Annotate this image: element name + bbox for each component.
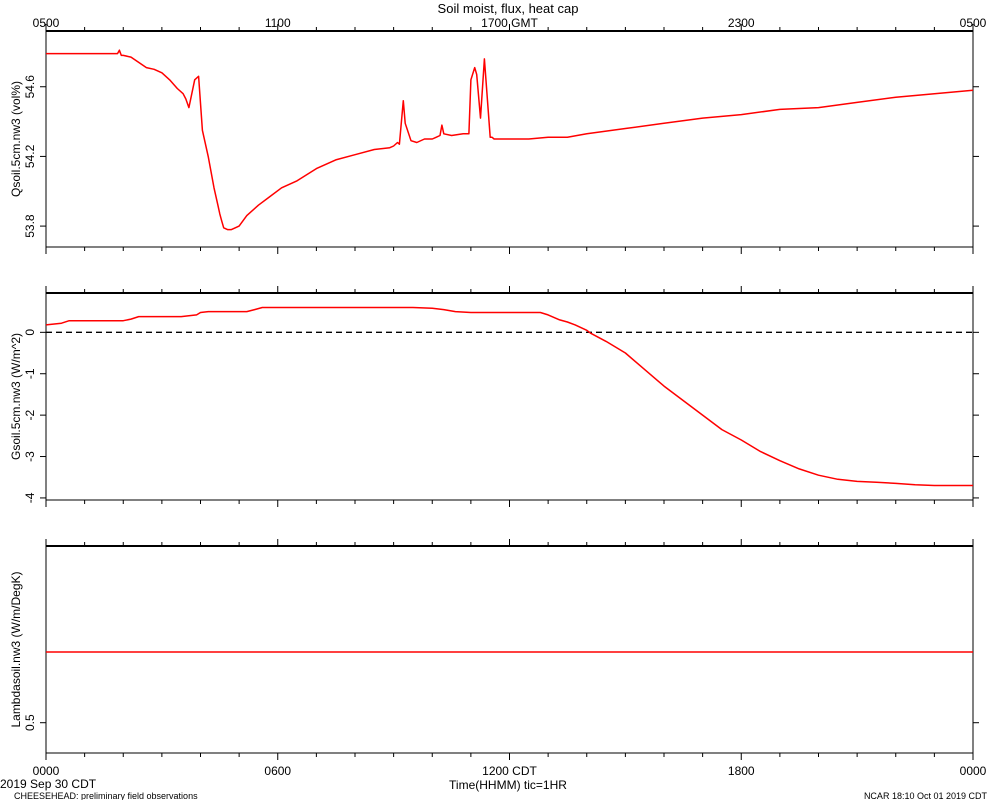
bottom-tick-label: 1800 (728, 764, 755, 778)
series-line (46, 49, 974, 231)
y-tick-label: -3 (23, 451, 37, 462)
y-tick-label: -1 (23, 368, 37, 379)
y-tick-label: 53.8 (23, 214, 37, 238)
top-tick-label: 1700 GMT (481, 16, 538, 30)
date-label: 2019 Sep 30 CDT (0, 777, 97, 791)
soil-heat-flux-panel: 0 -1 -2 -3 -4 Gsoil.5cm.nw3 (W/m^2) (9, 286, 979, 507)
y-tick-label: 0.5 (23, 714, 37, 731)
y-axis-label: Qsoil.5cm.nw3 (vol%) (9, 81, 23, 197)
bottom-tick-label: 0600 (264, 764, 291, 778)
top-tick-label: 2300 (728, 16, 755, 30)
footer-left: CHEESEHEAD: preliminary field observatio… (14, 791, 198, 800)
y-axis-label: Lambdasoil.nw3 (W/m/DegK) (9, 571, 23, 727)
top-tick-label: 0500 (960, 16, 987, 30)
plot-frame (45, 292, 974, 501)
chart-title: Soil moist, flux, heat cap (438, 1, 579, 16)
bottom-tick-label: 0000 (960, 764, 987, 778)
bottom-tick-label: 0000 (33, 764, 60, 778)
bottom-tick-label: 1200 CDT (482, 764, 537, 778)
y-tick-label: 54.6 (23, 75, 37, 99)
y-tick-label: -4 (23, 492, 37, 503)
y-axis-label: Gsoil.5cm.nw3 (W/m^2) (9, 333, 23, 460)
series-line (45, 306, 973, 487)
footer-right: NCAR 18:10 Oct 01 2019 CDT (864, 791, 988, 800)
top-tick-label: 1100 (265, 16, 291, 30)
top-tick-label: 0500 (33, 16, 60, 30)
plot-frame (45, 545, 974, 754)
y-tick-label: -2 (23, 409, 37, 420)
y-tick-label: 0 (23, 329, 37, 336)
x-axis-label: Time(HHMM) tic=1HR (449, 778, 567, 792)
y-tick-label: 54.2 (23, 144, 37, 168)
